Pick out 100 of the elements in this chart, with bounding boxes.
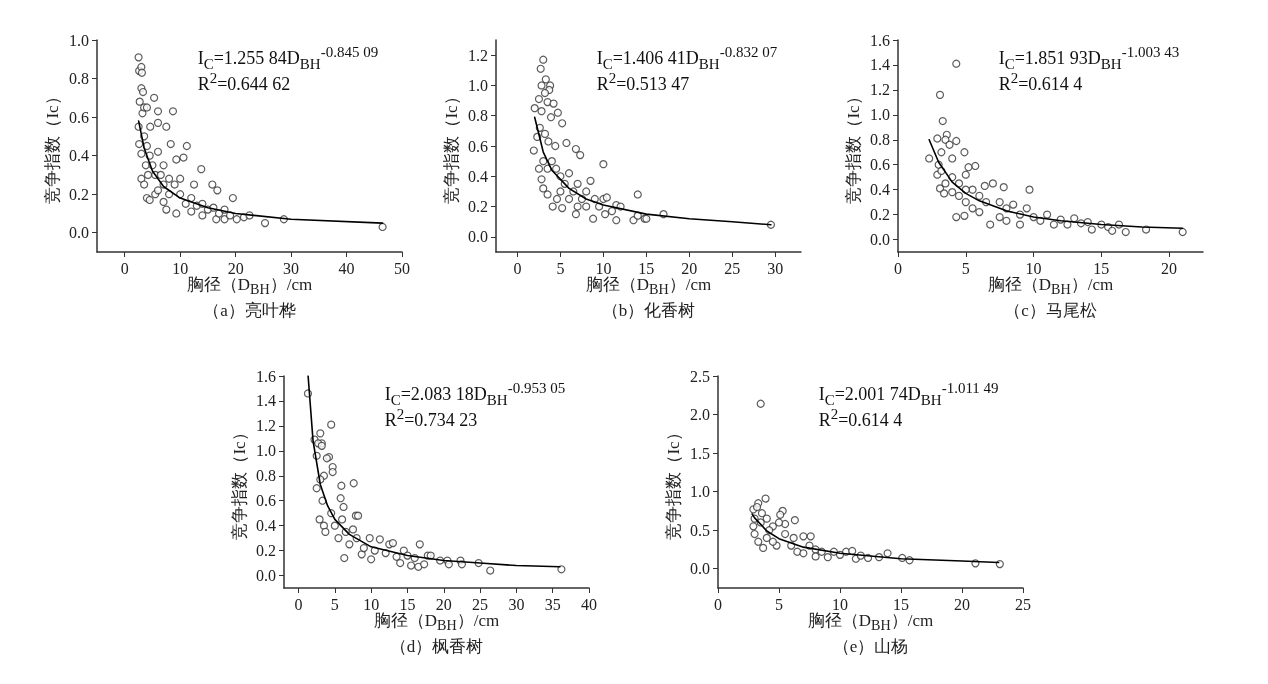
- y-tick-label: 1.2: [468, 46, 488, 64]
- annotation: R$^{2}$=0.734 23: [384, 406, 478, 431]
- y-tick-label: 0.6: [69, 108, 89, 126]
- y-tick-label: 0.6: [468, 137, 488, 155]
- x-tick-label: 20: [227, 259, 244, 277]
- x-tick-label: 20: [681, 259, 698, 277]
- x-tick-label: 35: [544, 595, 561, 613]
- text: （b）化香树: [601, 301, 696, 321]
- y-tick-label: 1.2: [256, 417, 276, 435]
- y-tick-label: 0.6: [256, 492, 276, 510]
- y-tick-label: 0.2: [69, 185, 89, 203]
- y-axis-title: 竞争指数（Ic）: [42, 88, 63, 204]
- point: [761, 494, 770, 503]
- y-tick-label: 0.6: [870, 156, 890, 174]
- x-tick-label: 25: [472, 595, 489, 613]
- annotation: R$^{2}$=0.614 4: [998, 70, 1083, 95]
- y-tick-label: 0.8: [468, 107, 488, 125]
- x-tick-label: 0: [714, 595, 722, 613]
- x-tick-label: 40: [338, 259, 355, 277]
- text: （a）亮叶桦: [203, 301, 296, 321]
- y-tick-label: 1.2: [870, 81, 890, 99]
- point: [799, 532, 808, 541]
- y-tick-label: 0.2: [256, 542, 276, 560]
- x-tick-label: 5: [775, 595, 783, 613]
- x-tick-label: 15: [893, 595, 909, 613]
- x-tick-label: 0: [294, 595, 303, 613]
- point: [823, 553, 832, 562]
- y-tick-label: 1.4: [870, 56, 890, 74]
- x-axis-title: 胸径（D$_{BH}$）/cm: [987, 275, 1114, 298]
- y-tick-label: 0.4: [468, 167, 488, 185]
- point: [759, 543, 768, 553]
- y-tick-label: 1.0: [690, 483, 710, 501]
- text: （d）枫香树: [389, 637, 484, 657]
- point: [790, 516, 799, 525]
- y-tick-label: 0.0: [870, 231, 890, 249]
- y-tick-label: 1.0: [256, 442, 276, 460]
- y-tick-label: 0.2: [870, 206, 890, 224]
- point: [757, 509, 767, 518]
- y-tick-label: 1.6: [256, 367, 276, 385]
- y-tick-label: 0.0: [69, 224, 89, 242]
- annotation: R$^{2}$=0.513 47: [596, 70, 690, 95]
- x-tick-label: 10: [832, 595, 848, 613]
- x-tick-label: 25: [1015, 595, 1031, 613]
- point: [762, 533, 771, 542]
- point: [799, 549, 808, 558]
- x-tick-label: 20: [435, 595, 452, 613]
- y-tick-label: 1.6: [870, 31, 890, 49]
- y-tick-label: 0.8: [256, 467, 276, 485]
- y-tick-label: 0.0: [468, 228, 488, 246]
- y-tick-label: 0.0: [690, 560, 710, 578]
- text: （e）山杨: [832, 637, 909, 657]
- point: [750, 529, 759, 539]
- x-axis-title: 胸径（D$_{BH}$）/cm: [585, 275, 712, 298]
- x-tick-label: 30: [508, 595, 525, 613]
- text: （c）马尾松: [1004, 301, 1097, 321]
- annotation: R$^{2}$=0.614 4: [818, 406, 903, 431]
- annotation: R$^{2}$=0.644 62: [197, 70, 291, 95]
- point: [995, 560, 1004, 569]
- y-tick-label: 0.8: [69, 70, 89, 88]
- y-axis-title: 竞争指数（Ic）: [663, 424, 684, 540]
- y-tick-label: 1.4: [256, 392, 276, 410]
- y-tick-label: 1.0: [69, 31, 89, 49]
- point: [883, 549, 892, 558]
- y-axis-title: 竞争指数（Ic）: [229, 424, 250, 540]
- y-axis-title: 竞争指数（Ic）: [843, 88, 864, 204]
- point: [781, 529, 790, 539]
- x-tick-label: 40: [581, 595, 597, 613]
- point: [789, 533, 798, 542]
- x-tick-label: 10: [172, 259, 189, 277]
- x-tick-label: 10: [363, 595, 380, 613]
- x-tick-label: 30: [767, 259, 784, 277]
- y-tick-label: 0.4: [256, 517, 276, 535]
- y-tick-label: 0.4: [870, 181, 890, 199]
- x-tick-label: 15: [399, 595, 416, 613]
- y-tick-label: 0.8: [870, 131, 890, 149]
- x-tick-label: 25: [724, 259, 741, 277]
- x-tick-label: 10: [1025, 259, 1042, 277]
- x-tick-label: 0: [513, 259, 522, 277]
- point: [762, 514, 771, 523]
- x-tick-label: 20: [954, 595, 970, 613]
- x-tick-label: 30: [283, 259, 300, 277]
- point: [806, 532, 815, 541]
- x-tick-label: 5: [556, 259, 565, 277]
- point: [776, 510, 785, 519]
- x-tick-label: 5: [961, 259, 970, 277]
- y-tick-label: 0.4: [69, 147, 89, 165]
- x-tick-label: 0: [120, 259, 129, 277]
- point: [768, 537, 777, 546]
- point: [749, 522, 758, 531]
- point: [774, 518, 784, 527]
- x-tick-label: 20: [1161, 259, 1178, 277]
- y-tick-label: 1.5: [690, 444, 710, 462]
- x-tick-label: 15: [1093, 259, 1110, 277]
- x-axis-title: 胸径（D$_{BH}$）/cm: [186, 275, 313, 298]
- x-tick-label: 15: [638, 259, 655, 277]
- x-tick-label: 50: [394, 259, 410, 277]
- point: [811, 552, 820, 561]
- point: [756, 399, 765, 408]
- point: [752, 502, 762, 512]
- x-axis-title: 胸径（D$_{BH}$）/cm: [807, 611, 934, 634]
